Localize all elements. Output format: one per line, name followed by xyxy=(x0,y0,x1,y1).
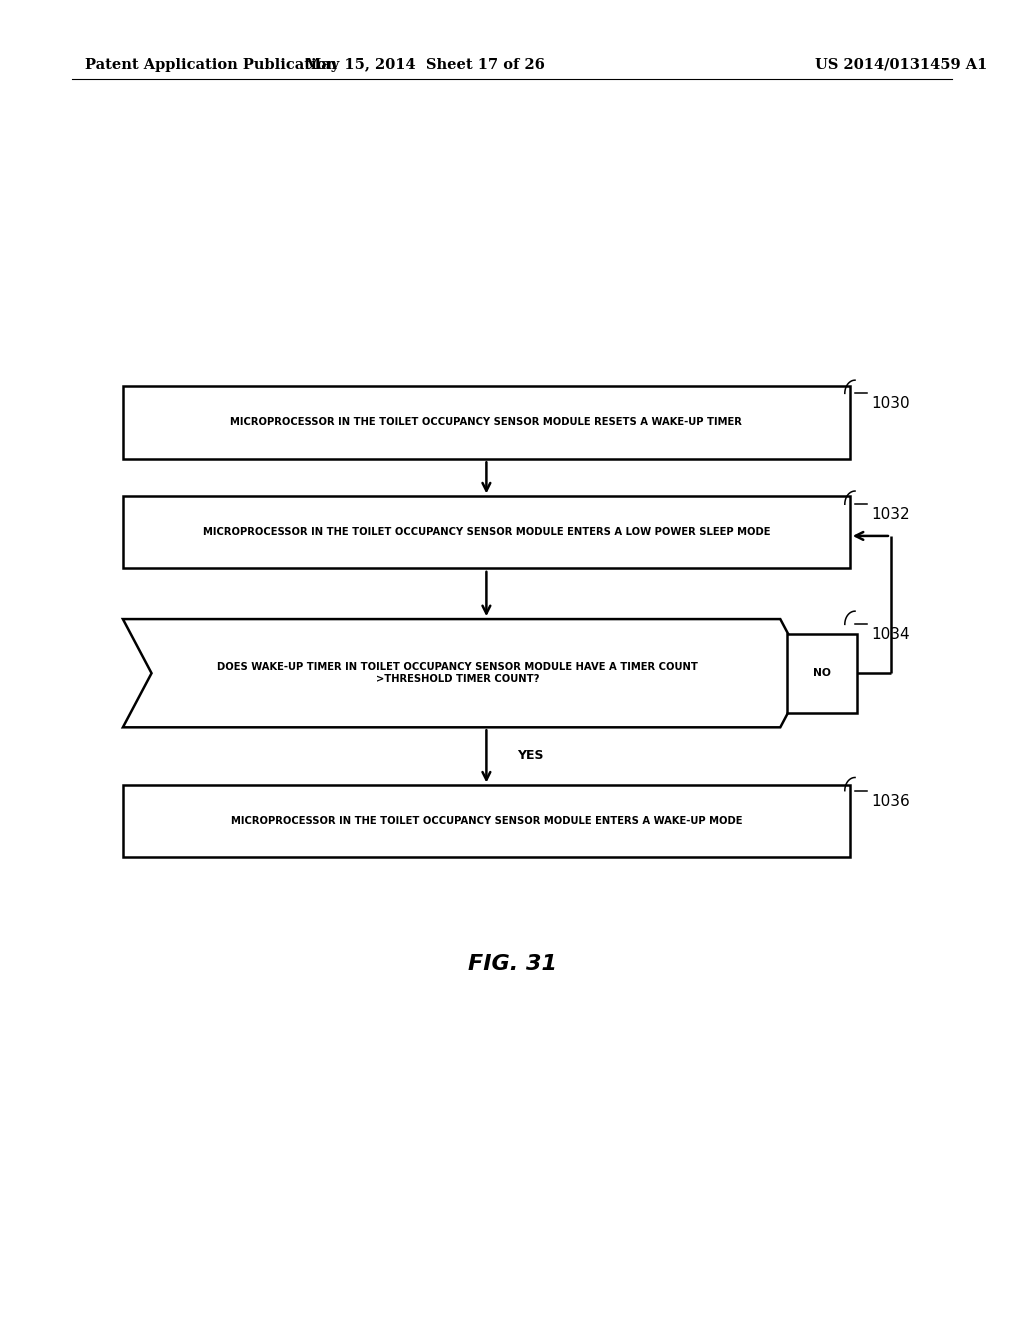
Text: MICROPROCESSOR IN THE TOILET OCCUPANCY SENSOR MODULE ENTERS A LOW POWER SLEEP MO: MICROPROCESSOR IN THE TOILET OCCUPANCY S… xyxy=(203,527,770,537)
Text: MICROPROCESSOR IN THE TOILET OCCUPANCY SENSOR MODULE RESETS A WAKE-UP TIMER: MICROPROCESSOR IN THE TOILET OCCUPANCY S… xyxy=(230,417,742,428)
FancyBboxPatch shape xyxy=(787,634,857,713)
Polygon shape xyxy=(123,619,809,727)
FancyBboxPatch shape xyxy=(123,495,850,568)
Text: 1032: 1032 xyxy=(871,507,910,523)
Text: May 15, 2014  Sheet 17 of 26: May 15, 2014 Sheet 17 of 26 xyxy=(305,58,545,71)
Text: MICROPROCESSOR IN THE TOILET OCCUPANCY SENSOR MODULE ENTERS A WAKE-UP MODE: MICROPROCESSOR IN THE TOILET OCCUPANCY S… xyxy=(230,816,742,826)
Text: DOES WAKE-UP TIMER IN TOILET OCCUPANCY SENSOR MODULE HAVE A TIMER COUNT
>THRESHO: DOES WAKE-UP TIMER IN TOILET OCCUPANCY S… xyxy=(217,663,697,684)
Text: US 2014/0131459 A1: US 2014/0131459 A1 xyxy=(815,58,987,71)
Text: YES: YES xyxy=(517,748,544,762)
Text: FIG. 31: FIG. 31 xyxy=(468,953,556,974)
FancyBboxPatch shape xyxy=(123,385,850,458)
Text: 1034: 1034 xyxy=(871,627,910,643)
Text: 1030: 1030 xyxy=(871,396,910,412)
Text: NO: NO xyxy=(813,668,831,678)
Text: Patent Application Publication: Patent Application Publication xyxy=(85,58,337,71)
Text: 1036: 1036 xyxy=(871,793,910,809)
FancyBboxPatch shape xyxy=(123,784,850,858)
